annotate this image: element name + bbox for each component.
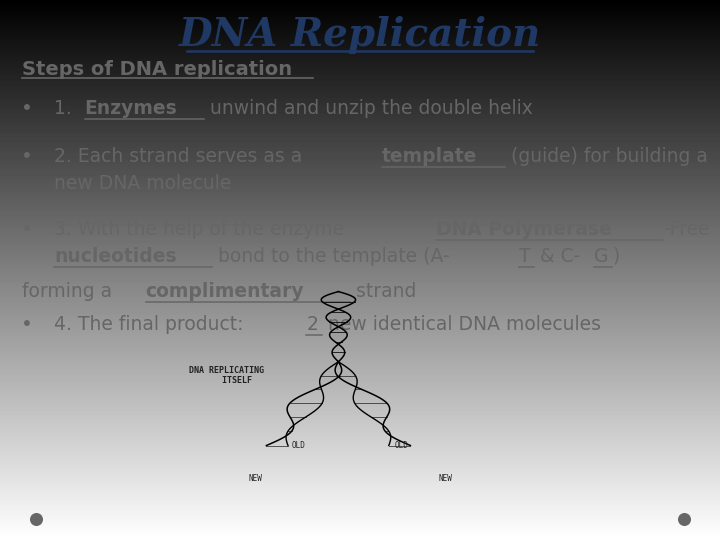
Text: 1.: 1. <box>54 98 78 118</box>
Text: •: • <box>22 147 33 166</box>
Text: OLD: OLD <box>395 441 409 450</box>
Text: & C-: & C- <box>534 247 580 266</box>
Text: new identical DNA molecules: new identical DNA molecules <box>322 314 600 334</box>
Text: Enzymes: Enzymes <box>85 98 177 118</box>
Text: DNA Polymerase: DNA Polymerase <box>436 220 612 239</box>
Text: •: • <box>22 314 33 334</box>
Text: -Free: -Free <box>663 220 709 239</box>
Text: unwind and unzip the double helix: unwind and unzip the double helix <box>204 98 534 118</box>
Point <box>678 515 690 524</box>
Text: Steps of DNA replication: Steps of DNA replication <box>22 59 292 79</box>
Text: 3. With the help of the enzyme: 3. With the help of the enzyme <box>54 220 350 239</box>
Text: 2. Each strand serves as a: 2. Each strand serves as a <box>54 147 308 166</box>
Text: nucleotides: nucleotides <box>54 247 176 266</box>
Text: ): ) <box>612 247 619 266</box>
Text: NEW: NEW <box>438 474 452 483</box>
Text: forming a: forming a <box>22 282 118 301</box>
Text: complimentary: complimentary <box>145 282 305 301</box>
Text: DNA REPLICATING
    ITSELF: DNA REPLICATING ITSELF <box>189 366 264 385</box>
Text: G: G <box>593 247 608 266</box>
Text: DNA Replication: DNA Replication <box>179 16 541 54</box>
Text: bond to the template (A-: bond to the template (A- <box>212 247 450 266</box>
Text: •: • <box>22 98 33 118</box>
Text: T: T <box>519 247 531 266</box>
Text: strand: strand <box>351 282 417 301</box>
Text: OLD: OLD <box>292 441 306 450</box>
Text: NEW: NEW <box>248 474 263 483</box>
Text: template: template <box>382 147 477 166</box>
Point <box>30 515 42 524</box>
Text: 2: 2 <box>306 314 318 334</box>
Text: •: • <box>22 220 33 239</box>
Text: (guide) for building a: (guide) for building a <box>505 147 708 166</box>
Text: new DNA molecule: new DNA molecule <box>54 174 231 193</box>
Text: 4. The final product:: 4. The final product: <box>54 314 250 334</box>
